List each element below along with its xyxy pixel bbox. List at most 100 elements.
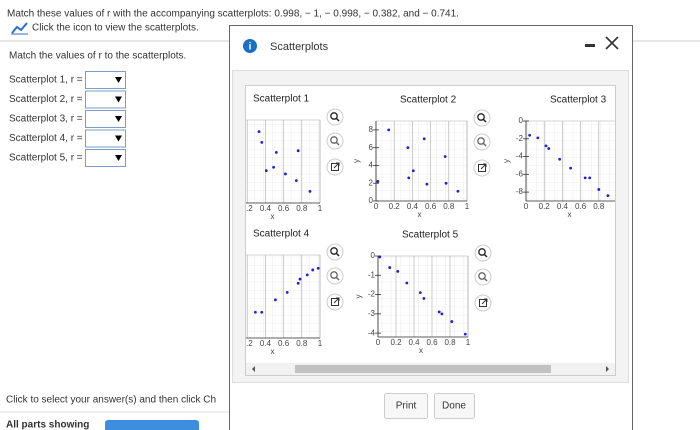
x-tick-label: 0.4 — [260, 339, 272, 348]
point — [463, 332, 467, 336]
y-axis-label: y — [502, 159, 511, 163]
popout-arrow — [481, 298, 488, 305]
y-tick-label: 0 — [519, 116, 524, 125]
x-tick-label: 0.2 — [242, 339, 254, 348]
plots: Scatterplot 1 0.2 0.4 0.6 0.8 1 x Scatterplot 2… — [242, 94, 620, 356]
dropdown-arrow — [115, 96, 122, 103]
y-tick-label: 2 — [369, 178, 374, 187]
point — [437, 310, 441, 314]
tool-icon[interactable] — [473, 109, 491, 127]
point — [407, 176, 411, 180]
point — [284, 172, 287, 176]
tool-icon[interactable] — [474, 244, 492, 262]
plot-area — [377, 255, 469, 338]
tool-icon[interactable] — [326, 108, 344, 126]
point — [583, 176, 587, 180]
plot-title: Scatterplot 4 — [253, 229, 310, 240]
done-button[interactable] — [434, 393, 475, 419]
dialog-title: Scatterplots — [270, 41, 329, 53]
x-tick-label: 1 — [318, 339, 323, 348]
x-axis-label: x — [271, 347, 275, 356]
scroll-thumb[interactable] — [295, 365, 551, 373]
magnifier-handle — [335, 252, 340, 257]
x-tick-label: 1 — [615, 202, 620, 211]
point — [257, 130, 261, 134]
x-axis-label: x — [418, 210, 422, 219]
point — [253, 310, 257, 314]
print-button[interactable] — [384, 393, 428, 419]
x-tick-label: 0 — [376, 338, 381, 347]
dropdown-arrow — [115, 135, 122, 142]
plot-area — [375, 120, 468, 202]
point — [260, 141, 264, 144]
magnifier-handle — [335, 141, 340, 146]
y-tick-label: -3 — [368, 309, 376, 318]
point — [536, 136, 540, 140]
point — [308, 189, 312, 193]
point — [305, 273, 309, 277]
tool-icon[interactable] — [326, 132, 344, 150]
point — [544, 144, 548, 148]
x-tick-label: 0 — [524, 202, 529, 211]
answer-dropdown[interactable] — [85, 129, 126, 148]
magnifier-handle — [482, 142, 487, 147]
point — [396, 270, 400, 273]
point — [422, 297, 426, 300]
answer-dropdown[interactable] — [85, 110, 126, 128]
x-tick-label: 0.6 — [278, 339, 290, 348]
tool-icon[interactable] — [326, 243, 344, 261]
y-tick-label: -2 — [516, 134, 524, 143]
point — [376, 180, 380, 183]
x-axis-label: x — [419, 346, 423, 355]
hint-link[interactable]: Click the icon to view the scatterplots. — [32, 23, 199, 34]
magnifier-handle — [483, 253, 488, 258]
y-tick-label: -4 — [516, 152, 524, 161]
print-label[interactable]: Print — [396, 401, 417, 412]
x-tick-label: 0.2 — [242, 204, 254, 213]
plot-title: Scatterplot 2 — [400, 95, 457, 106]
popout-arrow — [333, 162, 340, 169]
y-tick-label: 6 — [369, 143, 374, 152]
x-tick-label: 0.4 — [260, 204, 272, 213]
x-tick-label: 0.6 — [575, 202, 587, 211]
point — [411, 169, 415, 173]
tool-icon[interactable] — [326, 267, 344, 285]
plot-title: Scatterplot 3 — [550, 95, 607, 106]
point — [272, 165, 275, 169]
answer-label: Scatterplot 5, r = — [9, 153, 83, 164]
question: Match these values of r with the accompa… — [7, 9, 459, 20]
popout-arrow — [480, 163, 487, 170]
minimize-button[interactable] — [585, 44, 595, 47]
point — [311, 268, 315, 272]
point — [418, 291, 422, 295]
next-button[interactable] — [105, 420, 199, 430]
point — [296, 281, 300, 285]
tool-icon[interactable] — [474, 268, 492, 286]
tool-icon[interactable] — [473, 133, 491, 151]
answer-dropdown[interactable] — [85, 149, 126, 167]
close-button[interactable] — [605, 36, 619, 50]
point — [405, 281, 409, 285]
dropdown-arrow — [115, 77, 122, 83]
magnifier-handle — [483, 277, 488, 282]
y-tick-label: -4 — [368, 328, 376, 337]
answer-dropdown[interactable] — [85, 71, 126, 89]
x-tick-label: 1 — [465, 202, 470, 211]
point — [547, 147, 551, 150]
magnifier — [478, 272, 486, 280]
x-tick-label: 0.6 — [425, 202, 437, 211]
point — [264, 169, 268, 173]
plot-area — [246, 254, 321, 339]
point — [406, 146, 410, 150]
point — [597, 188, 601, 191]
point — [378, 255, 382, 259]
point — [450, 320, 454, 323]
y-axis-label: y — [352, 159, 361, 163]
answer-dropdown[interactable] — [85, 90, 126, 109]
done-label[interactable]: Done — [442, 401, 466, 412]
point — [422, 137, 426, 141]
magnifier — [477, 113, 485, 121]
y-tick-label: 0 — [371, 251, 376, 260]
chart-icon[interactable] — [11, 22, 28, 34]
answer-list: Scatterplot 1, r = Scatterplot 2, r = Scat… — [9, 71, 126, 167]
